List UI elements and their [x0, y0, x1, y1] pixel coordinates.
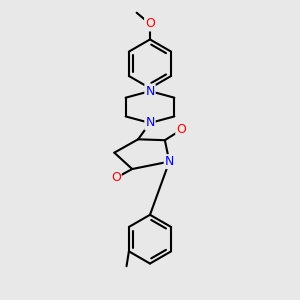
- Text: N: N: [145, 116, 155, 130]
- Text: N: N: [145, 85, 155, 98]
- Text: O: O: [145, 17, 155, 31]
- Text: O: O: [176, 123, 186, 136]
- Text: O: O: [111, 171, 121, 184]
- Text: N: N: [165, 155, 174, 168]
